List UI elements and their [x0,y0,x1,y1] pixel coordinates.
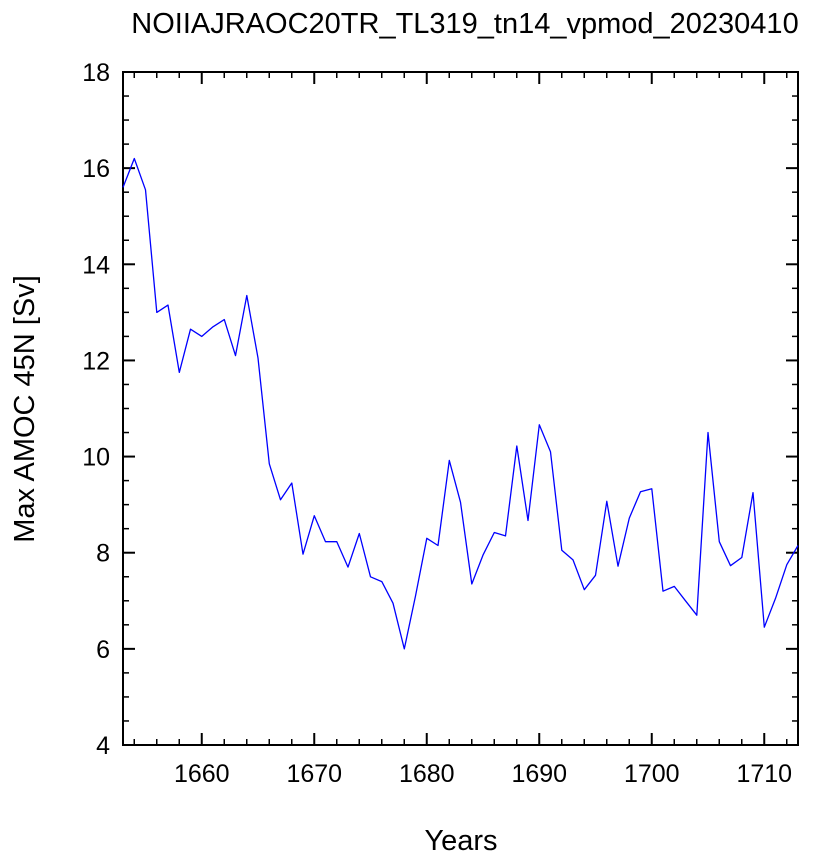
y-tick-label: 8 [96,540,110,568]
y-tick-label: 18 [82,59,110,87]
y-axis-label: Max AMOC 45N [Sv] [9,275,41,543]
plot-frame [122,71,799,746]
x-tick-label: 1700 [624,760,680,788]
y-tick-label: 10 [82,444,110,472]
y-tick-label: 12 [82,347,110,375]
y-tick-label: 6 [96,636,110,664]
x-tick-label: 1710 [736,760,792,788]
x-tick-label: 1680 [399,760,455,788]
y-tick-label: 16 [82,155,110,183]
y-tick-label: 14 [82,251,110,279]
chart-title: NOIIAJRAOC20TR_TL319_tn14_vpmod_20230410 [131,8,798,40]
plot-area: 1660 1670 1680 1690 1700 1710 4 6 8 10 12 14 16 18 [82,59,799,788]
x-tick-label: 1670 [286,760,342,788]
x-tick-label: 1660 [174,760,230,788]
x-tick-label: 1690 [511,760,567,788]
y-tick-label: 4 [96,732,110,760]
x-axis-label: Years [424,825,497,857]
amoc-series-line [122,157,799,650]
